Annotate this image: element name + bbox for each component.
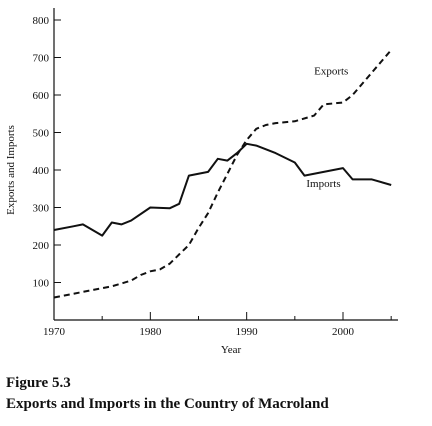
- y-tick-label: 500: [33, 128, 50, 140]
- y-tick-label: 700: [33, 53, 50, 65]
- exports-series-label: Exports: [314, 65, 348, 77]
- chart-series: [53, 49, 392, 299]
- x-axis-title: Year: [221, 344, 242, 356]
- y-tick-label: 300: [33, 203, 50, 215]
- exports-line: [53, 49, 392, 299]
- line-chart: 100 200 300 400 500 600 700 800 1970 1980 1990 2000…: [5, 8, 398, 356]
- y-axis-title: Exports and Imports: [5, 125, 17, 215]
- y-tick-label: 400: [33, 165, 50, 177]
- y-tick-label: 200: [33, 240, 50, 252]
- chart-ticks: 100 200 300 400 500 600 700 800 1970 1980 1990 2000: [33, 15, 392, 338]
- x-tick-label: 2000: [332, 326, 355, 338]
- chart-axes: [53, 8, 398, 321]
- y-tick-label: 100: [33, 278, 50, 290]
- imports-series-label: Imports: [306, 178, 340, 190]
- x-tick-label: 1980: [139, 326, 162, 338]
- figure-number: Figure 5.3: [6, 375, 71, 391]
- x-tick-label: 1990: [236, 326, 259, 338]
- x-tick-label: 1970: [43, 326, 66, 338]
- imports-line: [53, 142, 392, 237]
- y-tick-label: 600: [33, 90, 50, 102]
- y-tick-label: 800: [33, 15, 50, 27]
- figure-title: Exports and Imports in the Country of Ma…: [6, 396, 329, 412]
